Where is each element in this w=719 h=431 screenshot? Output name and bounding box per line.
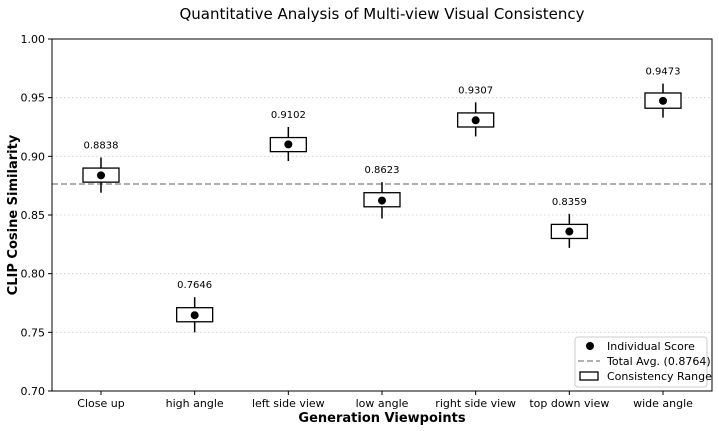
chart-title: Quantitative Analysis of Multi-view Visu… [179,5,584,23]
legend-label-avg: Total Avg. (0.8764) [606,355,711,368]
individual-score-point [471,116,480,125]
legend-range-marker [579,371,599,381]
y-tick-label: 1.00 [21,33,46,46]
individual-score-point [659,96,667,105]
legend-label-individual: Individual Score [607,340,695,353]
y-tick-label: 0.85 [21,209,46,222]
legend-label-range: Consistency Range [607,370,712,383]
legend: Individual Score Total Avg. (0.8764) Con… [574,336,712,388]
legend-point-marker [586,342,594,350]
x-tick-label: top down view [529,397,609,410]
x-tick-label: Close up [77,397,124,410]
x-tick-label: right side view [435,397,516,410]
x-tick-label: low angle [356,397,409,410]
data-label: 0.8359 [552,197,587,208]
individual-score-point [378,196,386,205]
y-tick-label: 0.80 [21,268,46,281]
data-label: 0.9473 [646,67,681,78]
data-label: 0.8623 [365,165,400,176]
x-axis: Close up high angle left side view low angl… [77,391,693,410]
data-label: 0.8838 [84,141,119,152]
individual-score-point [565,227,574,236]
plot-marks: 0.8838 0.7646 0.9102 0.8623 0.9307 0.8359 0.94… [82,67,682,333]
y-tick-label: 0.95 [21,92,46,105]
individual-score-point [284,140,293,149]
x-tick-label: wide angle [633,397,693,410]
data-label: 0.7646 [177,280,212,291]
x-tick-label: high angle [166,397,224,410]
individual-score-point [97,171,105,180]
x-tick-label: left side view [252,397,325,410]
individual-score-point [190,311,199,320]
y-tick-label: 0.90 [21,150,46,163]
data-label: 0.9307 [458,85,493,96]
y-axis: 0.70 0.75 0.80 0.85 0.90 0.95 1.00 [21,33,52,398]
y-tick-label: 0.70 [21,385,46,398]
y-axis-label: CLIP Cosine Similarity [6,134,21,295]
legend-frame [574,336,708,388]
x-axis-label: Generation Viewpoints [298,411,465,426]
y-tick-label: 0.75 [21,326,46,339]
data-label: 0.9102 [271,110,306,121]
